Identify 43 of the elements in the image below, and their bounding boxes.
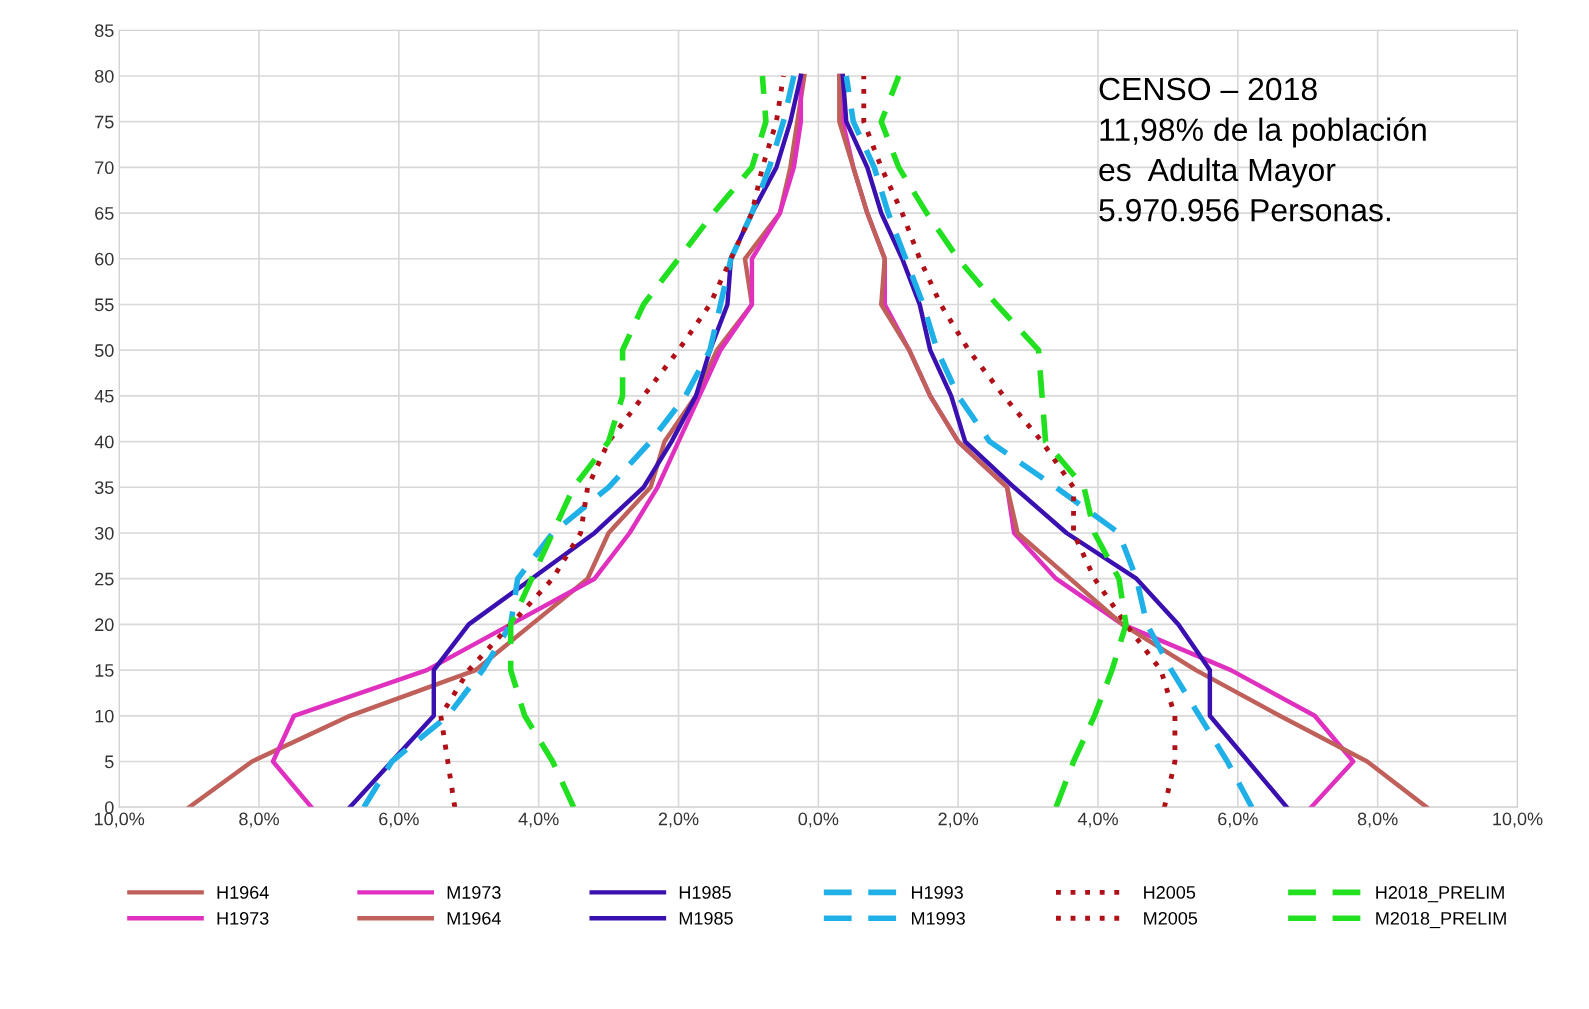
y-tick-label: 20 [95,618,114,632]
x-tick-label: 0,0% [798,812,839,828]
legend-label: H1993 [911,886,963,899]
x-tick-label: 2,0% [938,812,979,828]
y-tick-label: 15 [95,664,114,677]
y-tick-label: 50 [94,344,114,357]
x-tick-label: 10,0% [94,812,145,828]
y-tick-label: 75 [95,115,114,129]
legend-label: M1964 [447,911,501,925]
annotation: CENSO – 2018 11,98% de la población es Adulta Mayor 5.970.956 Personas. [1099,77,1426,222]
y-tick-label: 30 [94,526,114,540]
x-tick-label: 8,0% [239,812,279,828]
legend-label: H1973 [217,911,269,925]
legend-label: M1993 [911,911,965,925]
x-tick-label: 10,0% [1493,812,1543,828]
legend-label: M1973 [447,886,501,899]
x-tick-label: 4,0% [1077,812,1118,828]
legend-label: H1985 [679,886,731,899]
y-tick-label: 40 [94,435,114,449]
x-tick-label: 4,0% [518,812,559,828]
x-tick-label: 6,0% [1218,812,1258,828]
y-tick-label: 10 [95,709,114,723]
y-tick-label: 80 [95,69,114,83]
x-tick-label: 6,0% [379,812,419,828]
y-tick-label: 25 [95,572,114,586]
y-tick-label: 55 [94,298,114,312]
y-tick-label: 45 [94,390,114,403]
x-tick-label: 2,0% [658,812,699,828]
y-tick-label: 65 [95,207,114,220]
line-series [438,73,786,808]
legend-label: M2018_PRELIM [1376,911,1506,929]
legend-label: M1985 [679,911,733,925]
y-tick-label: 0 [104,801,114,814]
y-tick-label: 60 [95,252,114,266]
y-tick-label: 70 [95,161,114,175]
y-tick-label: 35 [94,481,114,495]
legend-label: H1964 [217,886,269,899]
legend-label: M2005 [1144,911,1198,925]
y-tick-label: 5 [105,755,114,769]
legend-label: H2005 [1144,886,1196,899]
legend-label: H2018_PRELIM [1376,886,1504,903]
x-tick-label: 8,0% [1357,812,1398,828]
y-tick-label: 85 [95,24,114,37]
